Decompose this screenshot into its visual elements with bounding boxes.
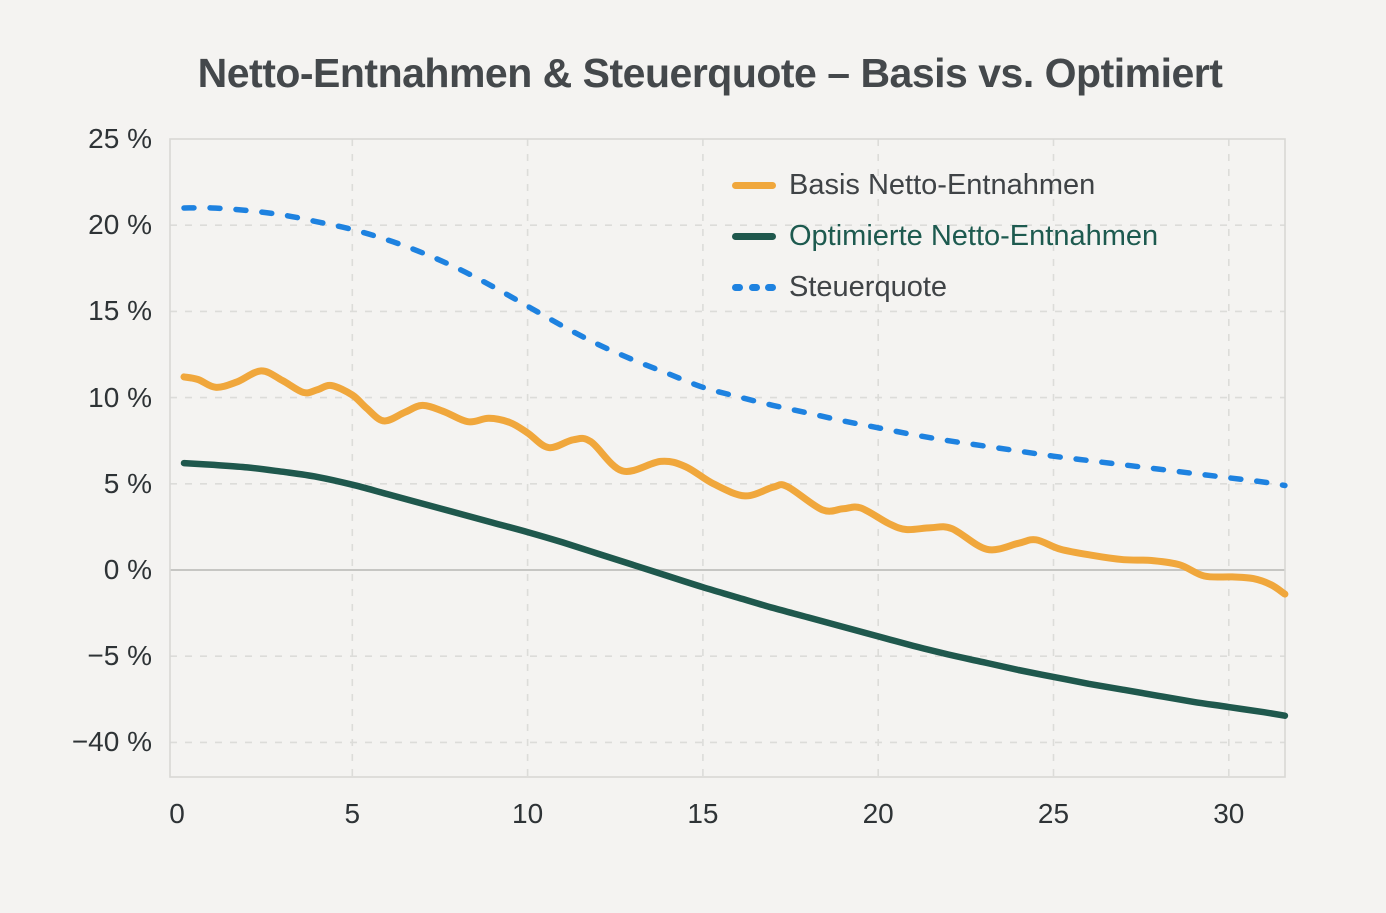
legend-item-optimiert[interactable]: Optimierte Netto-Entnahmen — [732, 218, 1252, 255]
legend-swatch-solid-orange — [732, 182, 776, 189]
legend-dash-segment — [748, 284, 760, 291]
legend: Basis Netto-Entnahmen Optimierte Netto-E… — [732, 167, 1252, 306]
x-tick-label: 20 — [862, 798, 894, 829]
legend-item-basis[interactable]: Basis Netto-Entnahmen — [732, 167, 1252, 204]
x-tick-label: 0 — [169, 798, 185, 829]
series-line-0 — [180, 367, 1289, 598]
legend-swatch-solid-teal — [732, 233, 776, 240]
y-tick-label: 15 % — [88, 295, 152, 327]
x-tick-label: 10 — [512, 798, 544, 829]
y-tick-label: 0 % — [103, 554, 152, 585]
x-tick-label: 15 — [687, 798, 719, 829]
y-tick-label: −5 % — [87, 640, 152, 672]
y-tick-label: −40 % — [71, 726, 152, 758]
legend-dash-segment — [732, 284, 743, 291]
chart-title: Netto-Entnahmen & Steuerquote – Basis vs… — [197, 50, 1223, 96]
legend-dash-segment — [765, 284, 776, 291]
x-tick-label: 5 — [344, 798, 361, 829]
x-tick-label: 30 — [1213, 798, 1245, 829]
y-tick-label: 20 % — [88, 209, 152, 241]
series-line-1 — [180, 459, 1289, 719]
legend-label: Steuerquote — [789, 271, 948, 303]
y-tick-label: 10 % — [88, 381, 152, 413]
legend-swatch-dashed-blue — [732, 284, 776, 291]
legend-item-steuerquote[interactable]: Steuerquote — [732, 269, 1252, 306]
legend-label: Optimierte Netto-Entnahmen — [789, 220, 1159, 252]
series-line-2 — [181, 205, 1288, 489]
y-tick-label: 5 % — [103, 467, 152, 499]
legend-label: Basis Netto-Entnahmen — [789, 169, 1096, 201]
plot-border — [169, 138, 1286, 778]
x-tick-label: 25 — [1037, 798, 1070, 829]
y-tick-label: 25 % — [88, 123, 152, 154]
